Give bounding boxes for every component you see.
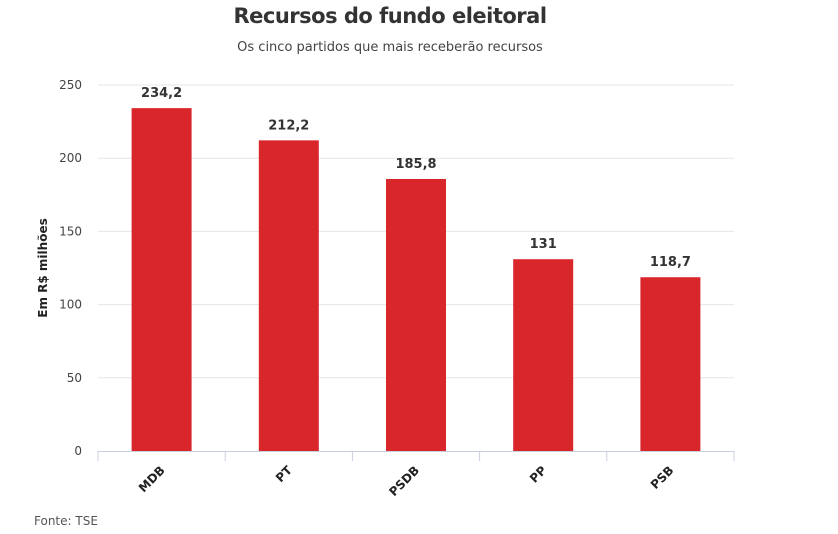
bar-psb (640, 277, 701, 451)
value-label: 185,8 (395, 157, 436, 172)
bar-mdb (131, 108, 192, 452)
bars (131, 108, 701, 452)
value-label: 118,7 (650, 255, 691, 270)
chart-subtitle: Os cinco partidos que mais receberão rec… (237, 40, 543, 55)
source-note: Fonte: TSE (34, 514, 98, 528)
x-axis (97, 451, 735, 461)
value-label: 234,2 (141, 86, 182, 101)
category-label: PSB (648, 463, 677, 492)
bar-pt (258, 140, 319, 451)
y-axis: 0 50 100 150 200 250 (59, 78, 82, 458)
value-label: 131 (530, 237, 557, 252)
y-tick-label: 50 (67, 371, 82, 385)
y-tick-label: 0 (74, 444, 82, 458)
value-label: 212,2 (268, 118, 309, 133)
y-tick-label: 150 (59, 224, 82, 238)
bar-pp (513, 259, 574, 451)
category-label: PT (273, 463, 295, 485)
category-label: PP (527, 463, 549, 485)
chart-title: Recursos do fundo eleitoral (233, 4, 547, 28)
value-labels: 234,2 212,2 185,8 131 118,7 (141, 86, 691, 270)
y-tick-label: 250 (59, 78, 82, 92)
y-axis-label: Em R$ milhões (36, 218, 50, 317)
y-tick-label: 200 (59, 151, 82, 165)
bar-psdb (386, 178, 446, 451)
y-tick-label: 100 (59, 298, 82, 312)
category-label: PSDB (386, 463, 422, 499)
category-label: MDB (136, 463, 168, 495)
category-labels: MDB PT PSDB PP PSB (136, 463, 677, 499)
